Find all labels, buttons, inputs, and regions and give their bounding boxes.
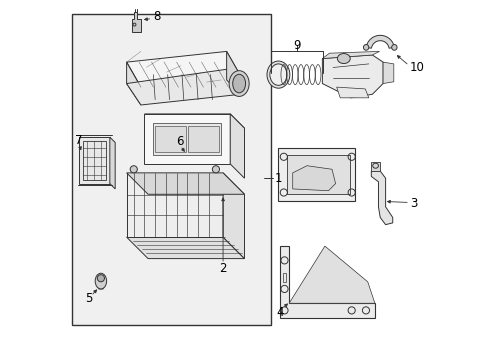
Polygon shape — [288, 246, 374, 303]
Text: 8: 8 — [153, 10, 161, 23]
Ellipse shape — [97, 275, 104, 282]
Ellipse shape — [133, 23, 136, 26]
Polygon shape — [382, 62, 393, 84]
Polygon shape — [278, 148, 354, 202]
Bar — [155, 126, 186, 152]
Text: 2: 2 — [219, 262, 226, 275]
Ellipse shape — [130, 166, 137, 173]
Polygon shape — [292, 166, 335, 191]
Ellipse shape — [337, 54, 349, 64]
Text: 9: 9 — [293, 39, 301, 52]
Bar — [83, 141, 106, 180]
Bar — [153, 123, 221, 155]
Ellipse shape — [212, 166, 219, 173]
Polygon shape — [366, 35, 393, 48]
Bar — [188, 126, 219, 152]
Polygon shape — [322, 55, 382, 98]
Polygon shape — [370, 162, 380, 171]
Polygon shape — [322, 51, 379, 59]
Text: 3: 3 — [410, 197, 417, 210]
Polygon shape — [126, 62, 141, 105]
Ellipse shape — [391, 45, 396, 50]
Polygon shape — [226, 51, 241, 94]
Polygon shape — [132, 12, 141, 32]
Polygon shape — [126, 237, 244, 258]
Polygon shape — [126, 173, 223, 237]
Ellipse shape — [266, 61, 289, 88]
Polygon shape — [126, 173, 244, 194]
Polygon shape — [126, 51, 241, 87]
Bar — [72, 14, 270, 325]
Polygon shape — [80, 137, 110, 184]
Polygon shape — [370, 171, 392, 225]
Text: 10: 10 — [409, 61, 424, 74]
Text: 1: 1 — [274, 172, 282, 185]
Ellipse shape — [229, 71, 248, 96]
Polygon shape — [144, 114, 230, 164]
Polygon shape — [280, 246, 374, 318]
Text: 5: 5 — [84, 292, 92, 305]
Polygon shape — [223, 173, 244, 258]
Bar — [283, 273, 285, 282]
Polygon shape — [97, 281, 104, 289]
Polygon shape — [110, 137, 115, 189]
Polygon shape — [336, 87, 368, 98]
Text: 6: 6 — [176, 135, 183, 148]
Polygon shape — [144, 114, 244, 128]
Polygon shape — [287, 155, 349, 194]
Ellipse shape — [95, 273, 106, 289]
Ellipse shape — [269, 64, 286, 85]
Ellipse shape — [363, 45, 368, 50]
Text: 7: 7 — [75, 134, 82, 147]
Polygon shape — [230, 114, 244, 178]
Ellipse shape — [232, 74, 245, 93]
Text: 4: 4 — [276, 306, 284, 319]
Polygon shape — [126, 69, 241, 105]
